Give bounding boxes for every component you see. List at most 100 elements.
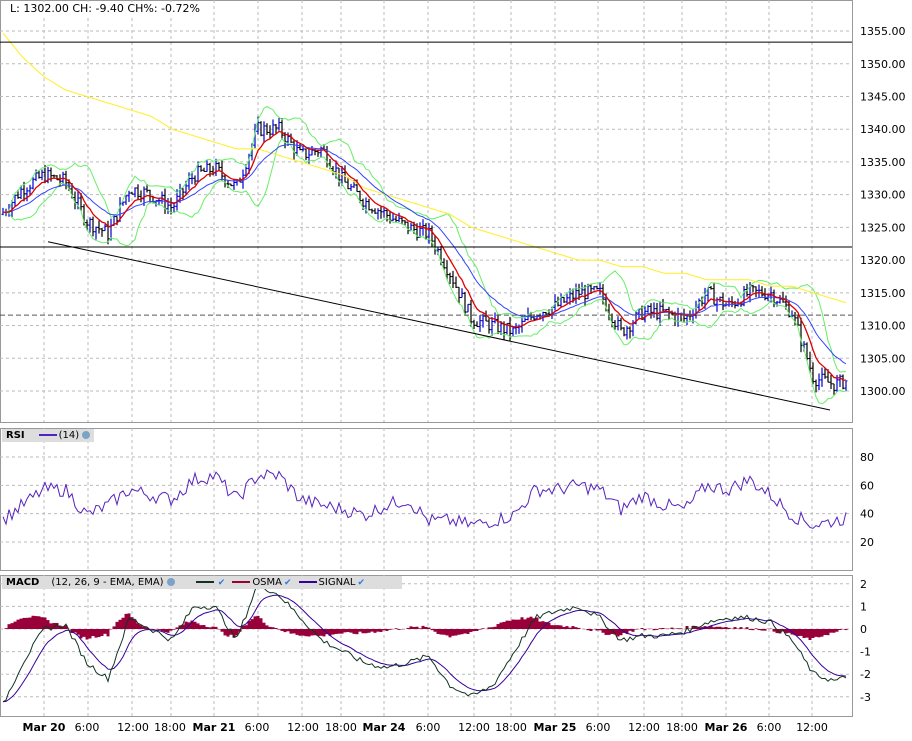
panel-frame [0, 0, 853, 423]
osma-bar [718, 626, 722, 629]
osma-bar [241, 625, 245, 629]
osma-bar [370, 629, 374, 632]
osma-bar [784, 629, 788, 634]
signal-swatch [298, 581, 317, 583]
osma-bar [460, 629, 464, 635]
fast-ema-line [2, 130, 847, 381]
osma-bar [589, 629, 593, 632]
rsi-tick-label: 40 [860, 508, 874, 521]
osma-bar [100, 629, 104, 636]
osma-bar [343, 629, 347, 633]
checkbox-icon[interactable]: ✔ [217, 578, 226, 588]
x-tick-label: 18:00 [666, 721, 698, 734]
checkbox-icon[interactable]: ✔ [284, 578, 292, 588]
osma-bar [661, 627, 665, 629]
osma-bar [475, 629, 479, 631]
osma-bar [175, 627, 179, 629]
osma-bar [139, 625, 143, 629]
y-tick-label: 1315.00 [860, 287, 906, 300]
osma-bar [253, 616, 257, 629]
osma-bar [631, 629, 635, 632]
osma-bar [259, 618, 263, 629]
osma-bar [715, 626, 719, 629]
osma-bar [334, 629, 338, 634]
rsi-tick-label: 20 [860, 536, 874, 549]
osma-bar [340, 629, 344, 634]
osma-bar [679, 628, 683, 629]
macd-line [2, 582, 847, 703]
osma-bar [499, 622, 503, 629]
osma-bar [700, 627, 704, 629]
osma-bar [337, 629, 341, 634]
osma-bar [604, 629, 608, 635]
osma-bar [505, 620, 509, 629]
osma-bar [451, 629, 455, 636]
osma-bar [586, 629, 590, 631]
osma-bar [772, 629, 776, 632]
osma-bar [694, 626, 698, 629]
osma-bar [190, 620, 194, 629]
osma-bar [439, 629, 443, 635]
osma-bar [226, 629, 230, 637]
osma-bar [523, 619, 527, 629]
checkbox-icon[interactable]: ✔ [357, 578, 366, 588]
osma-bar [127, 613, 131, 629]
osma-bar [295, 629, 299, 635]
x-tick-label: 18:00 [495, 721, 527, 734]
osma-bar [424, 626, 428, 629]
y-tick-label: 1335.00 [860, 156, 906, 169]
osma-bar [655, 629, 659, 630]
osma-bar [481, 628, 485, 629]
rsi-params: (14) [58, 430, 80, 441]
y-tick-label: 1350.00 [860, 58, 906, 71]
osma-bar [196, 623, 200, 629]
osma-bar [577, 627, 581, 629]
osma-bar [121, 617, 125, 629]
osma-bar [814, 629, 818, 637]
osma-bar [712, 627, 716, 629]
osma-bar [388, 629, 392, 630]
macd-swatch [195, 581, 214, 583]
osma-bar [511, 619, 515, 629]
lower-band-line [2, 137, 847, 405]
osma-bar [643, 629, 647, 631]
settings-icon[interactable] [82, 431, 91, 439]
osma-bar [652, 629, 656, 631]
osma-bar [310, 629, 314, 636]
osma-bar [817, 629, 821, 638]
osma-bar [157, 629, 161, 630]
osma-bar [571, 626, 575, 629]
macd-tick-label: 0 [860, 623, 867, 636]
osma-bar [598, 629, 602, 631]
osma-bar [490, 627, 494, 629]
osma-bar [358, 629, 362, 632]
osma-bar [535, 617, 539, 629]
osma-bar [79, 629, 83, 639]
x-tick-label: 6:00 [586, 721, 611, 734]
osma-bar [610, 629, 614, 635]
y-tick-label: 1325.00 [860, 221, 906, 234]
osma-bar [307, 629, 311, 637]
osma-bar [283, 629, 287, 633]
long-ma-line [2, 32, 847, 304]
osma-bar [754, 628, 758, 629]
osma-bar [820, 629, 824, 637]
trendline [47, 241, 831, 411]
macd-tick-label: -3 [860, 691, 871, 704]
macd-tick-label: 2 [860, 578, 867, 591]
osma-bar [805, 629, 809, 638]
x-tick-label: 18:00 [325, 721, 357, 734]
osma-bar [466, 629, 470, 634]
osma-bar [463, 629, 467, 634]
osma-bar [412, 626, 416, 629]
x-tick-label: 12:00 [117, 721, 149, 734]
x-tick-label: 6:00 [757, 721, 782, 734]
osma-bar [277, 629, 281, 630]
osma-swatch [232, 581, 251, 583]
osma-bar [556, 625, 560, 629]
osma-bar [49, 623, 53, 629]
osma-bar [46, 620, 50, 629]
settings-icon[interactable] [166, 578, 175, 586]
osma-bar [724, 627, 728, 629]
